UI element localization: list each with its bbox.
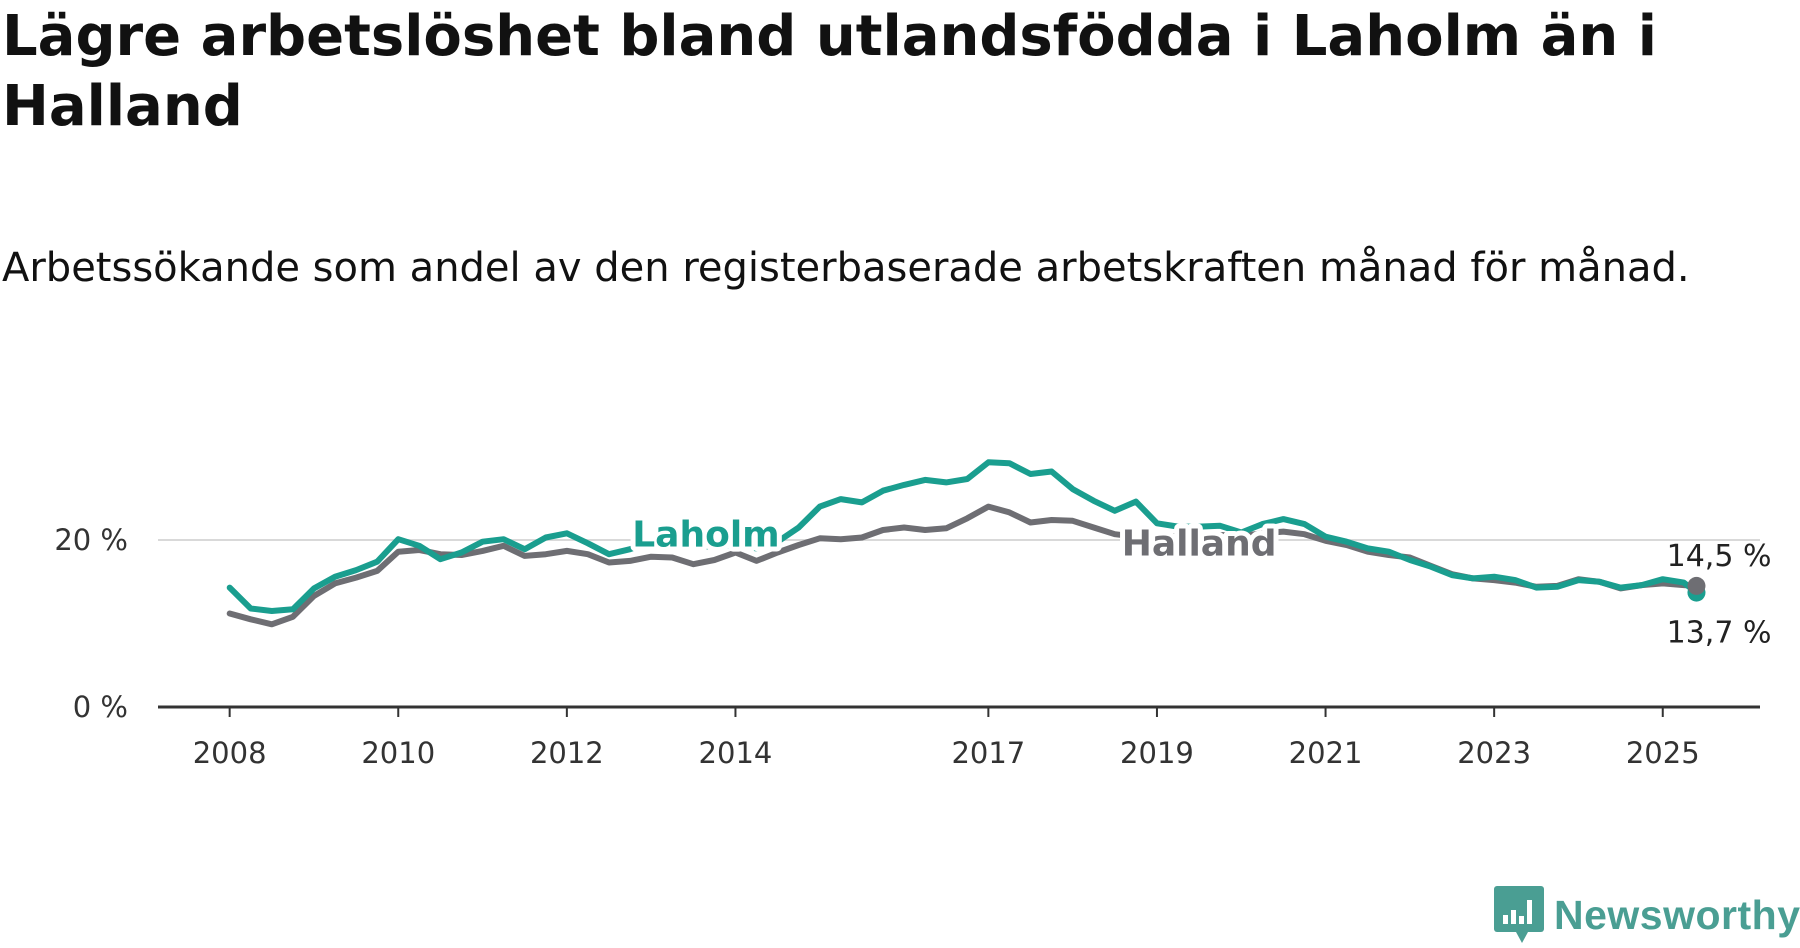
axes: 0 % 20 % 2008 2010 2012 2014 2017 2019 2021 2023 2… [54,523,1760,770]
x-tick-label: 2014 [699,736,773,770]
chart-subtitle: Arbetssökande som andel av den registerb… [2,245,1690,291]
series-line-laholm [226,459,1700,614]
series-label-laholm: Laholm [632,514,779,555]
y-tick-label: 20 % [54,523,128,557]
x-tick-label: 2025 [1626,736,1700,770]
x-tick-label: 2012 [530,736,604,770]
end-label-halland: 14,5 % [1667,539,1772,574]
x-tick-label: 2008 [193,736,267,770]
series-lines [226,459,1706,628]
chart-title: Lägre arbetslöshet bland utlandsfödda i … [2,4,1657,139]
x-tick-label: 2023 [1457,736,1531,770]
brand-logo[interactable]: Newsworthy [1494,885,1800,945]
x-tick-label: 2017 [951,736,1025,770]
series-label-halland: Halland [1122,524,1277,565]
end-label-laholm: 13,7 % [1667,616,1772,651]
end-point-halland [1687,576,1706,595]
newsworthy-logo-icon [1494,886,1544,943]
y-tick-label: 0 % [73,690,128,724]
x-tick-label: 2019 [1120,736,1194,770]
series-labels: 14,5 % 13,7 % Laholm Halland [627,509,1772,651]
x-tick-label: 2021 [1289,736,1363,770]
x-tick-label: 2010 [361,736,435,770]
series-line-halland [226,503,1700,628]
brand-name: Newsworthy [1554,891,1800,938]
